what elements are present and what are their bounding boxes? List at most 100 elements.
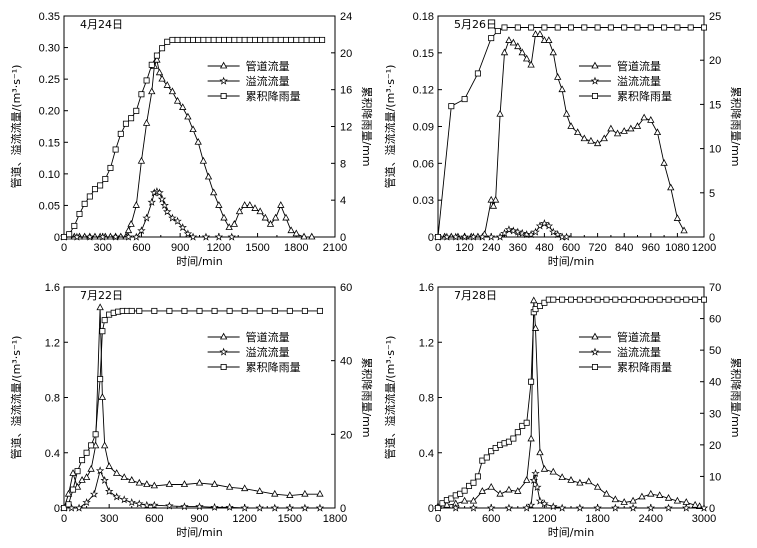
data-point bbox=[527, 434, 535, 442]
data-point bbox=[267, 36, 274, 43]
legend-marker bbox=[591, 363, 598, 370]
data-point bbox=[519, 422, 526, 429]
data-point bbox=[80, 232, 89, 240]
data-point bbox=[200, 36, 207, 43]
x-axis-title: 时间/min bbox=[176, 255, 222, 268]
data-point bbox=[664, 503, 673, 512]
y-axis-title: 管道、溢流流量/(m³·s⁻¹) bbox=[383, 336, 397, 460]
series-2 bbox=[59, 466, 325, 512]
chart-panel-2: 0 120 240 360 480 600 720 840 960 1080 120000.030.… bbox=[383, 11, 743, 268]
data-point bbox=[120, 495, 129, 504]
data-point bbox=[492, 445, 499, 452]
data-point bbox=[691, 500, 699, 508]
data-point bbox=[184, 36, 191, 43]
data-point bbox=[620, 498, 628, 505]
data-point bbox=[628, 503, 638, 512]
data-point bbox=[674, 24, 681, 31]
data-point bbox=[151, 307, 158, 314]
data-point bbox=[687, 24, 694, 31]
data-point bbox=[514, 42, 522, 50]
data-point bbox=[270, 503, 279, 512]
y-tick-label: 0 bbox=[428, 503, 434, 515]
data-point bbox=[486, 232, 496, 241]
data-point bbox=[204, 172, 213, 180]
data-point bbox=[680, 226, 688, 234]
data-point bbox=[479, 457, 486, 464]
data-point bbox=[674, 296, 681, 303]
data-point bbox=[168, 87, 177, 95]
data-point bbox=[483, 454, 490, 461]
data-point bbox=[178, 223, 187, 232]
data-point bbox=[66, 231, 73, 238]
data-point bbox=[82, 498, 91, 507]
data-point bbox=[82, 473, 91, 481]
x-tick-label: 2100 bbox=[323, 242, 347, 254]
legend-label: 溢流流量 bbox=[246, 74, 290, 88]
data-point bbox=[699, 503, 709, 512]
data-point bbox=[98, 232, 107, 241]
data-point bbox=[271, 307, 278, 314]
data-point bbox=[647, 24, 654, 31]
data-point bbox=[478, 232, 487, 241]
x-tick-label: 1500 bbox=[245, 242, 269, 254]
x-tick-label: 1080 bbox=[665, 242, 689, 254]
data-point bbox=[494, 28, 501, 35]
data-point bbox=[634, 24, 641, 31]
data-point bbox=[104, 487, 114, 496]
data-point bbox=[195, 502, 204, 511]
data-point bbox=[509, 38, 518, 46]
data-point bbox=[496, 109, 504, 117]
x-tick-label: 600 bbox=[562, 242, 580, 254]
y2-tick-label: 15 bbox=[709, 99, 721, 111]
y-tick-label: 0.05 bbox=[39, 200, 60, 212]
data-point bbox=[640, 113, 648, 121]
data-point bbox=[147, 197, 156, 206]
data-point bbox=[179, 36, 186, 43]
data-point bbox=[183, 229, 193, 238]
data-point bbox=[101, 317, 108, 324]
y-tick-label: 0.4 bbox=[419, 448, 434, 460]
x-tick-label: 1800 bbox=[323, 513, 347, 525]
legend-label: 管道流量 bbox=[617, 59, 661, 73]
data-point bbox=[500, 48, 509, 56]
legend-marker bbox=[591, 332, 599, 340]
data-point bbox=[256, 207, 264, 215]
data-point bbox=[251, 204, 259, 211]
data-point bbox=[629, 496, 637, 504]
x-tick-label: 900 bbox=[190, 513, 208, 525]
data-point bbox=[143, 480, 151, 487]
x-tick-label: 480 bbox=[535, 242, 553, 254]
data-point bbox=[195, 36, 202, 43]
chart-panel-3: 0 300 600 900 1200 1500 180000.40.81.21.602040… bbox=[9, 282, 374, 539]
data-point bbox=[692, 296, 699, 303]
data-point bbox=[73, 482, 82, 490]
series-3 bbox=[61, 36, 326, 240]
data-point bbox=[180, 480, 189, 487]
legend-label: 管道流量 bbox=[246, 59, 290, 73]
data-point bbox=[99, 328, 106, 335]
data-point bbox=[540, 499, 549, 508]
y2-tick-label: 10 bbox=[709, 471, 721, 483]
data-point bbox=[701, 24, 708, 31]
data-point bbox=[226, 36, 233, 43]
data-point bbox=[188, 232, 198, 241]
data-point bbox=[461, 487, 468, 494]
data-point bbox=[257, 36, 264, 43]
y-tick-label: 0.03 bbox=[413, 195, 434, 207]
data-point bbox=[461, 96, 468, 103]
plot-frame bbox=[63, 15, 336, 238]
series-line bbox=[437, 27, 704, 238]
data-point bbox=[199, 156, 208, 164]
data-point bbox=[194, 137, 202, 145]
data-point bbox=[522, 54, 531, 62]
data-point bbox=[573, 128, 582, 136]
legend-label: 累积降雨量 bbox=[617, 360, 672, 374]
data-point bbox=[607, 124, 615, 132]
data-point bbox=[531, 227, 540, 236]
data-point bbox=[124, 226, 133, 234]
data-point bbox=[150, 481, 159, 489]
legend-marker bbox=[590, 76, 600, 85]
data-point bbox=[236, 36, 243, 43]
